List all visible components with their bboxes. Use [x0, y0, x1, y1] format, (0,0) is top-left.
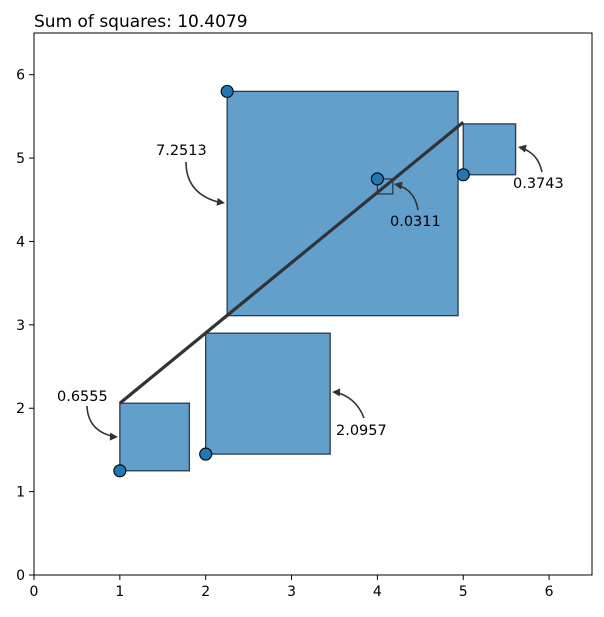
- residual-label-4: 0.0311: [390, 214, 441, 230]
- y-tick-label-1: 1: [16, 485, 25, 501]
- annotation-arrow-1: [86, 405, 117, 438]
- x-tick-label-3: 3: [287, 584, 296, 600]
- x-tick-label-2: 2: [201, 584, 210, 600]
- annotation-arrowhead-3: [216, 197, 225, 206]
- data-point-3: [220, 84, 234, 98]
- data-point-1: [113, 464, 127, 478]
- squares-layer: [119, 90, 517, 472]
- y-tick-label-0: 0: [16, 568, 25, 584]
- regression-line-layer: [118, 120, 465, 405]
- y-tick-label-5: 5: [16, 151, 25, 167]
- annotation-arrowhead-4: [394, 181, 403, 190]
- x-tick-label-0: 0: [30, 584, 39, 600]
- annotation-arrow-3: [185, 161, 223, 204]
- y-tick-label-3: 3: [16, 318, 25, 334]
- data-point-5: [456, 168, 470, 182]
- y-tick-label-2: 2: [16, 401, 25, 417]
- residual-square-1: [119, 402, 191, 472]
- y-tick-label-4: 4: [16, 234, 25, 250]
- x-tick-label-1: 1: [115, 584, 124, 600]
- y-tick-label-6: 6: [16, 68, 25, 84]
- annotations-layer: 0.6555 2.0957 7.2513 0.0311 0.3743: [57, 143, 564, 441]
- annotation-arrowhead-5: [518, 144, 527, 153]
- residual-square-2: [205, 332, 331, 455]
- x-tick-label-4: 4: [373, 584, 382, 600]
- data-point-4: [370, 172, 384, 186]
- residual-label-1: 0.6555: [57, 389, 108, 405]
- annotation-arrowhead-1: [109, 432, 118, 441]
- plot-frame: [33, 32, 593, 576]
- x-tick-label-6: 6: [545, 584, 554, 600]
- y-axis: 0 1 2 3 4 5 6: [16, 68, 34, 584]
- data-points-layer: [113, 84, 470, 478]
- residual-square-5: [462, 123, 517, 176]
- residual-label-5: 0.3743: [513, 176, 564, 192]
- data-point-2: [199, 447, 213, 461]
- chart-title: Sum of squares: 10.4079: [34, 12, 248, 32]
- x-tick-label-5: 5: [459, 584, 468, 600]
- residual-square-3: [226, 90, 459, 317]
- residual-label-2: 2.0957: [336, 423, 387, 439]
- annotation-arrowhead-2: [332, 388, 341, 397]
- residual-label-3: 7.2513: [156, 143, 207, 159]
- regression-line: [118, 120, 465, 405]
- x-axis: 0 1 2 3 4 5 6: [30, 575, 554, 600]
